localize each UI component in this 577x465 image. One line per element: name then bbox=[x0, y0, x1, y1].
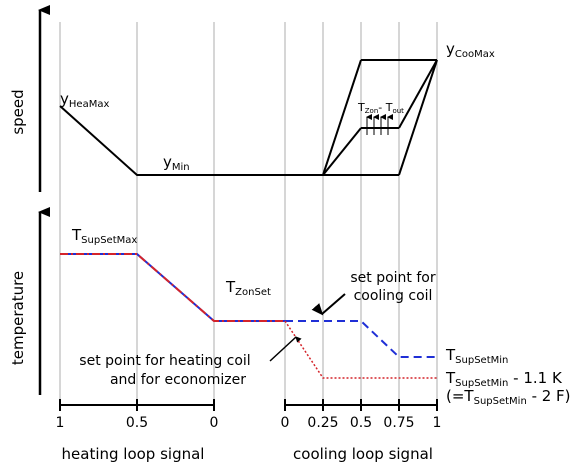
tick-cooling-0: 0 bbox=[281, 415, 290, 431]
cooling-speed-upper-left bbox=[322, 59, 362, 176]
cooling-annotation-arrow bbox=[311, 293, 346, 316]
tick-heating-0-5: 0.5 bbox=[126, 415, 148, 431]
heating-coil-setpoint-curve bbox=[284, 320, 437, 379]
x-axis bbox=[59, 399, 438, 411]
cooling-coil-setpoint-curve bbox=[285, 320, 437, 358]
heating-annotation-line-2: and for economizer bbox=[110, 372, 246, 388]
y-hea-max-label: yHeaMax bbox=[60, 90, 109, 110]
tzon-tout-label: TZon- Tout bbox=[357, 101, 404, 115]
y-coo-max-label: yCooMax bbox=[446, 40, 495, 60]
cooling-speed-lower-rise bbox=[398, 59, 438, 176]
t-sup-set-min-label: TSupSetMin bbox=[445, 346, 508, 366]
tick-heating-0: 0 bbox=[210, 415, 219, 431]
heating-loop-signal-label: heating loop signal bbox=[62, 445, 205, 463]
tick-cooling-0-25: 0.25 bbox=[307, 415, 338, 431]
t-sup-set-min-f-label: (=TSupSetMin - 2 F) bbox=[446, 387, 571, 407]
heating-annotation-line-1: set point for heating coil bbox=[79, 353, 250, 369]
y-min-label: yMin bbox=[163, 153, 190, 173]
tick-cooling-0-75: 0.75 bbox=[383, 415, 414, 431]
grid-lines bbox=[59, 22, 438, 405]
cooling-loop-signal-label: cooling loop signal bbox=[293, 445, 433, 463]
tick-cooling-0-5: 0.5 bbox=[350, 415, 372, 431]
fan-speed-curve bbox=[59, 105, 323, 176]
cooling-speed-middle-rise bbox=[398, 59, 438, 129]
speed-curves bbox=[59, 59, 438, 176]
cooling-speed-middle bbox=[322, 127, 362, 176]
speed-axis-label: speed bbox=[9, 89, 27, 134]
temperature-difference-arrows bbox=[366, 114, 393, 135]
t-sup-set-max-label: TSupSetMax bbox=[71, 226, 137, 246]
cooling-annotation-line-2: cooling coil bbox=[354, 288, 433, 304]
heating-annotation-arrow bbox=[269, 336, 302, 362]
tick-cooling-1: 1 bbox=[433, 415, 442, 431]
tick-heating-1: 1 bbox=[56, 415, 65, 431]
combined-setpoint-curve-red bbox=[60, 253, 285, 322]
temperature-axis-label: temperature bbox=[9, 271, 27, 365]
t-zon-set-label: TZonSet bbox=[225, 278, 271, 298]
cooling-annotation-line-1: set point for bbox=[350, 270, 435, 286]
t-sup-set-min-offset-label: TSupSetMin - 1.1 K bbox=[445, 369, 563, 389]
